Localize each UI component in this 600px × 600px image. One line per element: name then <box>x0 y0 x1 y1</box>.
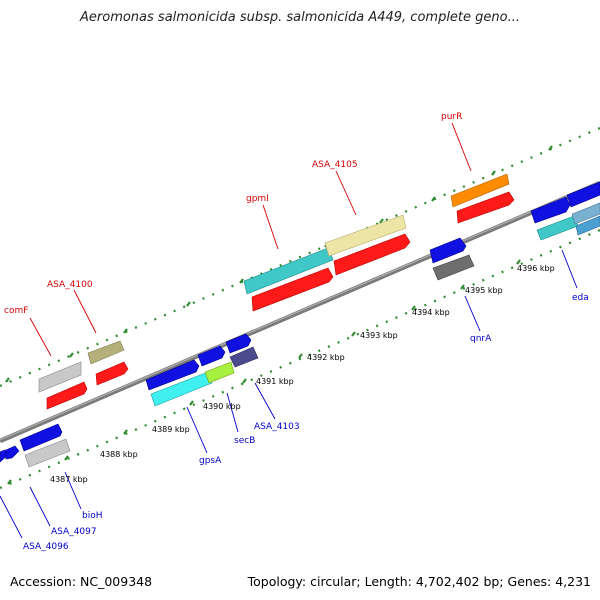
leader-asa-4105 <box>335 170 357 216</box>
tick-label-4396: 4396 kbp <box>517 264 555 273</box>
gene-comf[interactable] <box>38 361 82 393</box>
tick-label-4394: 4394 kbp <box>412 308 450 317</box>
gene-qnra-blue[interactable] <box>429 237 467 264</box>
label-purr[interactable]: purR <box>441 112 462 122</box>
gene-asa-4105[interactable] <box>324 214 407 257</box>
genome-stats: Topology: circular; Length: 4,702,402 bp… <box>247 574 591 589</box>
gene-asa-4100[interactable] <box>87 340 125 365</box>
tick-label-4393: 4393 kbp <box>360 331 398 340</box>
gene-eda-blue-2[interactable] <box>566 181 600 208</box>
label-eda[interactable]: eda <box>572 293 589 303</box>
tick-label-4389: 4389 kbp <box>152 425 190 434</box>
label-qnra[interactable]: qnrA <box>470 334 492 344</box>
gene-gpsa-blue[interactable] <box>145 359 200 391</box>
tick-marks <box>5 145 553 485</box>
map-title: Aeromonas salmonicida subsp. salmonicida… <box>80 10 520 25</box>
gene-blue-left-2[interactable] <box>5 445 20 460</box>
gene-eda-2[interactable] <box>571 202 600 225</box>
tick-label-4395: 4395 kbp <box>465 286 503 295</box>
label-asa-4103[interactable]: ASA_4103 <box>254 422 300 432</box>
label-gpsa[interactable]: gpsA <box>199 456 222 466</box>
label-asa-4105[interactable]: ASA_4105 <box>312 160 358 170</box>
label-asa-4096[interactable]: ASA_4096 <box>23 542 69 552</box>
label-comf[interactable]: comF <box>4 306 28 316</box>
leader-asa-4103 <box>254 382 276 420</box>
leader-secb <box>226 392 239 433</box>
upper-strand-genes <box>38 173 515 410</box>
gene-asa-4097-blue[interactable] <box>19 423 63 452</box>
leader-gpmi <box>262 204 279 250</box>
gene-blue-mid-1[interactable] <box>197 345 226 367</box>
leader-asa-4096 <box>0 495 23 539</box>
gene-upper-red-4[interactable] <box>333 233 411 276</box>
gene-eda-blue[interactable] <box>530 196 571 224</box>
label-bioh[interactable]: bioH <box>82 511 103 521</box>
dotted-tracks <box>0 126 600 490</box>
gene-upper-red-1[interactable] <box>46 381 88 410</box>
gene-gpsa[interactable] <box>150 371 213 407</box>
sequence-backbone <box>0 180 600 444</box>
lower-strand-genes <box>0 181 600 468</box>
gene-qnra[interactable] <box>432 254 475 281</box>
leader-comf <box>29 317 52 357</box>
kbp-tick-labels: 4387 kbp 4388 kbp 4389 kbp 4390 kbp 4391… <box>50 264 555 484</box>
lower-dotted-track <box>0 228 600 490</box>
leader-eda <box>561 249 578 289</box>
gene-eda-3[interactable] <box>575 215 600 236</box>
leader-purr <box>451 122 472 172</box>
label-asa-4100[interactable]: ASA_4100 <box>47 280 93 290</box>
gene-biohgrey[interactable] <box>24 438 71 468</box>
tick-label-4388: 4388 kbp <box>100 450 138 459</box>
gene-upper-red-5[interactable] <box>456 191 515 224</box>
leader-gpsa <box>186 406 208 454</box>
tick-label-4391: 4391 kbp <box>256 377 294 386</box>
tick-label-4390: 4390 kbp <box>203 402 241 411</box>
leader-bioh <box>64 471 82 510</box>
tick-label-4387: 4387 kbp <box>50 475 88 484</box>
upper-dotted-track <box>0 126 600 388</box>
label-secb[interactable]: secB <box>234 436 255 446</box>
gene-labels-blue: ASA_4096 ASA_4097 bioH gpsA secB ASA_410… <box>23 293 589 552</box>
gene-labels-red: comF ASA_4100 gpmI ASA_4105 purR <box>4 112 462 316</box>
leader-qnra <box>464 295 481 332</box>
gene-upper-red-2[interactable] <box>95 361 129 386</box>
gene-secb[interactable] <box>204 361 235 384</box>
gene-purr[interactable] <box>450 173 510 208</box>
gene-upper-red-3[interactable] <box>251 267 334 312</box>
label-asa-4097[interactable]: ASA_4097 <box>51 527 97 537</box>
leader-asa-4100 <box>73 289 97 334</box>
tick-label-4392: 4392 kbp <box>307 353 345 362</box>
accession-label: Accession: NC_009348 <box>10 574 153 589</box>
gene-blue-mid-2[interactable] <box>225 333 252 354</box>
leader-lines <box>0 122 578 539</box>
gene-asa-4103[interactable] <box>229 346 259 368</box>
label-gpmi[interactable]: gpmI <box>246 194 269 204</box>
leader-asa-4097 <box>29 486 51 527</box>
backbone-highlight <box>0 181 600 441</box>
gene-gpmi[interactable] <box>243 247 334 295</box>
